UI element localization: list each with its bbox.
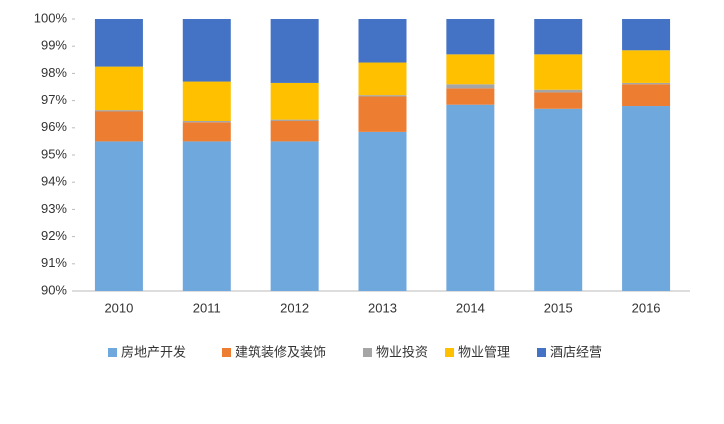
y-tick-label: 92% [41, 228, 67, 243]
y-tick-label: 91% [41, 255, 67, 270]
x-tick-label: 2010 [104, 300, 133, 315]
bar-segment [94, 19, 143, 67]
y-tick-label: 99% [41, 38, 67, 53]
x-tick-label: 2015 [544, 300, 573, 315]
bar-segment [534, 92, 583, 109]
bar-segment [358, 131, 407, 291]
legend-label: 物业管理 [458, 344, 510, 359]
legend-swatch [363, 348, 372, 357]
bar-segment [534, 54, 583, 90]
y-tick-label: 95% [41, 146, 67, 161]
y-tick-label: 98% [41, 65, 67, 80]
legend-label: 建筑装修及装饰 [235, 344, 326, 359]
bar-segment [94, 111, 143, 142]
bar-segment [358, 95, 407, 97]
bar-segment [94, 141, 143, 291]
bar-segment [270, 119, 319, 121]
legend-swatch [108, 348, 117, 357]
bar-segment [622, 82, 671, 85]
bar-segment [182, 122, 231, 142]
x-tick-label: 2012 [280, 300, 309, 315]
bar-segment [446, 84, 495, 89]
legend-swatch [222, 348, 231, 357]
bar-segment [358, 19, 407, 63]
bar-segment [622, 84, 671, 107]
bar-segment [358, 62, 407, 96]
legend-label: 物业投资 [376, 344, 428, 359]
y-tick-label: 96% [41, 119, 67, 134]
bar-segment [182, 19, 231, 82]
y-tick-label: 90% [41, 282, 67, 297]
bar-segment [270, 141, 319, 291]
y-tick-label: 97% [41, 92, 67, 107]
bar-segment [622, 19, 671, 51]
bar-segment [446, 19, 495, 55]
bar-segment [622, 50, 671, 83]
bar-segment [622, 106, 671, 291]
x-tick-label: 2013 [368, 300, 397, 315]
legend-label: 房地产开发 [121, 344, 186, 359]
bar-segment [446, 104, 495, 292]
bar-segment [534, 108, 583, 291]
bar-segment [534, 89, 583, 93]
legend-swatch [537, 348, 546, 357]
bar-segment [270, 82, 319, 120]
bar-segment [94, 66, 143, 111]
bar-segment [182, 141, 231, 291]
x-tick-label: 2011 [193, 300, 221, 315]
y-tick-label: 100% [34, 10, 68, 25]
bar-segment [270, 19, 319, 83]
bar-segment [94, 110, 143, 112]
y-tick-label: 93% [41, 201, 67, 216]
bar-segment [182, 121, 231, 123]
bar-segment [534, 19, 583, 55]
bar-segment [446, 54, 495, 85]
legend-label: 酒店经营 [550, 344, 602, 359]
x-tick-label: 2014 [456, 300, 485, 315]
x-tick-label: 2016 [632, 300, 661, 315]
y-tick-label: 94% [41, 174, 67, 189]
bar-segment [182, 81, 231, 121]
bar-segment [446, 88, 495, 105]
bar-segment [358, 96, 407, 132]
legend-swatch [445, 348, 454, 357]
bar-segment [270, 121, 319, 142]
